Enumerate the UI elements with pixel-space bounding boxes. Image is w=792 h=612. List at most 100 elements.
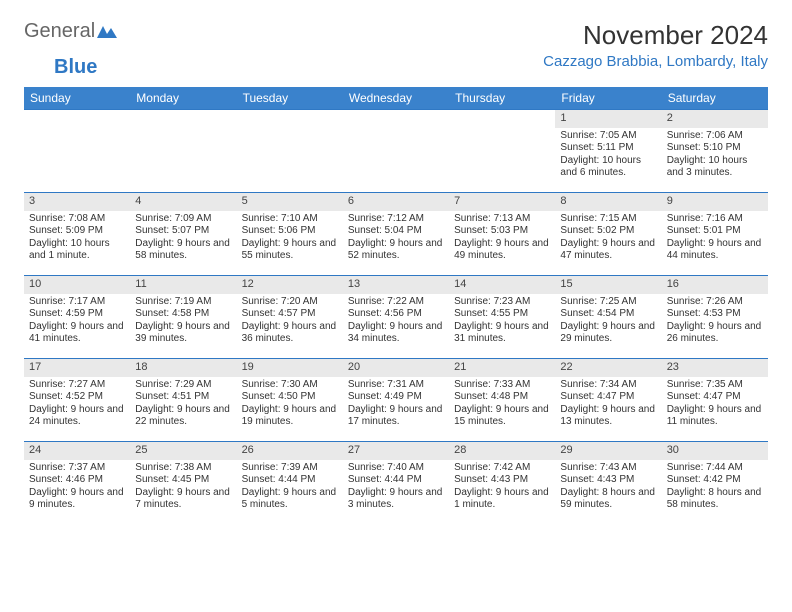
sunset-line: Sunset: 4:42 PM: [667, 474, 763, 487]
day-details: Sunrise: 7:33 AMSunset: 4:48 PMDaylight:…: [449, 377, 555, 433]
sunset-line: Sunset: 4:57 PM: [242, 308, 338, 321]
day-details: Sunrise: 7:17 AMSunset: 4:59 PMDaylight:…: [24, 294, 130, 350]
sunrise-line: Sunrise: 7:43 AM: [560, 462, 656, 475]
wave-icon: [97, 24, 117, 40]
sunrise-line: Sunrise: 7:22 AM: [348, 296, 444, 309]
day-details: Sunrise: 7:35 AMSunset: 4:47 PMDaylight:…: [662, 377, 768, 433]
calendar-week: 24Sunrise: 7:37 AMSunset: 4:46 PMDayligh…: [24, 442, 768, 525]
sunrise-line: Sunrise: 7:39 AM: [242, 462, 338, 475]
day-number: 14: [449, 276, 555, 294]
daylight-line: Daylight: 9 hours and 52 minutes.: [348, 238, 444, 263]
calendar-cell: 3Sunrise: 7:08 AMSunset: 5:09 PMDaylight…: [24, 193, 130, 276]
sunrise-line: Sunrise: 7:20 AM: [242, 296, 338, 309]
sunrise-line: Sunrise: 7:19 AM: [135, 296, 231, 309]
calendar-cell: 4Sunrise: 7:09 AMSunset: 5:07 PMDaylight…: [130, 193, 236, 276]
location-subtitle: Cazzago Brabbia, Lombardy, Italy: [543, 53, 768, 70]
sunrise-line: Sunrise: 7:09 AM: [135, 213, 231, 226]
sunset-line: Sunset: 4:44 PM: [348, 474, 444, 487]
calendar-cell: [130, 110, 236, 193]
day-details: Sunrise: 7:23 AMSunset: 4:55 PMDaylight:…: [449, 294, 555, 350]
daylight-line: Daylight: 9 hours and 47 minutes.: [560, 238, 656, 263]
calendar-cell: 7Sunrise: 7:13 AMSunset: 5:03 PMDaylight…: [449, 193, 555, 276]
calendar-cell: 8 Sunrise: 7:15 AMSunset: 5:02 PMDaylight…: [555, 193, 661, 276]
day-number: 2: [662, 110, 768, 128]
day-number: 28: [449, 442, 555, 460]
daylight-line: Daylight: 10 hours and 3 minutes.: [667, 155, 763, 180]
day-number: 12: [237, 276, 343, 294]
calendar-body: 1Sunrise: 7:05 AMSunset: 5:11 PMDaylight…: [24, 110, 768, 525]
day-details: Sunrise: 7:06 AMSunset: 5:10 PMDaylight:…: [662, 128, 768, 184]
sunset-line: Sunset: 4:43 PM: [454, 474, 550, 487]
day-number: 26: [237, 442, 343, 460]
sunset-line: Sunset: 5:03 PM: [454, 225, 550, 238]
calendar-cell: 25Sunrise: 7:38 AMSunset: 4:45 PMDayligh…: [130, 442, 236, 525]
header-monday: Monday: [130, 87, 236, 110]
day-number: 17: [24, 359, 130, 377]
sunrise-line: Sunrise: 7:17 AM: [29, 296, 125, 309]
daylight-line: Daylight: 8 hours and 59 minutes.: [560, 487, 656, 512]
sunset-line: Sunset: 4:50 PM: [242, 391, 338, 404]
sunset-line: Sunset: 4:55 PM: [454, 308, 550, 321]
sunrise-line: Sunrise: 7:42 AM: [454, 462, 550, 475]
calendar-cell: 14Sunrise: 7:23 AMSunset: 4:55 PMDayligh…: [449, 276, 555, 359]
daylight-line: Daylight: 9 hours and 34 minutes.: [348, 321, 444, 346]
calendar-table: Sunday Monday Tuesday Wednesday Thursday…: [24, 87, 768, 524]
day-details: Sunrise: 7:20 AMSunset: 4:57 PMDaylight:…: [237, 294, 343, 350]
sunrise-line: Sunrise: 7:06 AM: [667, 130, 763, 143]
day-number: 24: [24, 442, 130, 460]
day-number: 27: [343, 442, 449, 460]
day-number: 29: [555, 442, 661, 460]
sunset-line: Sunset: 4:56 PM: [348, 308, 444, 321]
day-number: 8: [555, 193, 661, 211]
calendar-cell: 22Sunrise: 7:34 AMSunset: 4:47 PMDayligh…: [555, 359, 661, 442]
day-details: Sunrise: 7:27 AMSunset: 4:52 PMDaylight:…: [24, 377, 130, 433]
sunrise-line: Sunrise: 7:31 AM: [348, 379, 444, 392]
day-number: 7: [449, 193, 555, 211]
sunset-line: Sunset: 4:45 PM: [135, 474, 231, 487]
calendar-cell: 13Sunrise: 7:22 AMSunset: 4:56 PMDayligh…: [343, 276, 449, 359]
sunset-line: Sunset: 4:44 PM: [242, 474, 338, 487]
day-number: 5: [237, 193, 343, 211]
daylight-line: Daylight: 9 hours and 49 minutes.: [454, 238, 550, 263]
header-friday: Friday: [555, 87, 661, 110]
day-number: 13: [343, 276, 449, 294]
day-details: Sunrise: 7:10 AMSunset: 5:06 PMDaylight:…: [237, 211, 343, 267]
sunrise-line: Sunrise: 7:08 AM: [29, 213, 125, 226]
sunset-line: Sunset: 5:11 PM: [560, 142, 656, 155]
calendar-cell: 5Sunrise: 7:10 AMSunset: 5:06 PMDaylight…: [237, 193, 343, 276]
daylight-line: Daylight: 10 hours and 1 minute.: [29, 238, 125, 263]
calendar-week: 1Sunrise: 7:05 AMSunset: 5:11 PMDaylight…: [24, 110, 768, 193]
day-number: 23: [662, 359, 768, 377]
title-block: November 2024 Cazzago Brabbia, Lombardy,…: [543, 20, 768, 70]
sunset-line: Sunset: 5:09 PM: [29, 225, 125, 238]
day-details: Sunrise: 7:13 AMSunset: 5:03 PMDaylight:…: [449, 211, 555, 267]
sunset-line: Sunset: 5:01 PM: [667, 225, 763, 238]
sunset-line: Sunset: 4:51 PM: [135, 391, 231, 404]
calendar-week: 10Sunrise: 7:17 AMSunset: 4:59 PMDayligh…: [24, 276, 768, 359]
sunrise-line: Sunrise: 7:35 AM: [667, 379, 763, 392]
sunset-line: Sunset: 5:02 PM: [560, 225, 656, 238]
sunset-line: Sunset: 4:47 PM: [667, 391, 763, 404]
day-number: 11: [130, 276, 236, 294]
calendar-cell: [24, 110, 130, 193]
sunrise-line: Sunrise: 7:44 AM: [667, 462, 763, 475]
calendar-week: 3Sunrise: 7:08 AMSunset: 5:09 PMDaylight…: [24, 193, 768, 276]
daylight-line: Daylight: 8 hours and 58 minutes.: [667, 487, 763, 512]
day-details: Sunrise: 7:22 AMSunset: 4:56 PMDaylight:…: [343, 294, 449, 350]
daylight-line: Daylight: 9 hours and 58 minutes.: [135, 238, 231, 263]
daylight-line: Daylight: 9 hours and 11 minutes.: [667, 404, 763, 429]
day-details: Sunrise: 7:34 AMSunset: 4:47 PMDaylight:…: [555, 377, 661, 433]
day-number: 22: [555, 359, 661, 377]
sunset-line: Sunset: 4:46 PM: [29, 474, 125, 487]
calendar-cell: 26Sunrise: 7:39 AMSunset: 4:44 PMDayligh…: [237, 442, 343, 525]
calendar-cell: 21Sunrise: 7:33 AMSunset: 4:48 PMDayligh…: [449, 359, 555, 442]
header-saturday: Saturday: [662, 87, 768, 110]
daylight-line: Daylight: 9 hours and 22 minutes.: [135, 404, 231, 429]
day-details: Sunrise: 7:44 AMSunset: 4:42 PMDaylight:…: [662, 460, 768, 516]
calendar-cell: 27Sunrise: 7:40 AMSunset: 4:44 PMDayligh…: [343, 442, 449, 525]
day-details: Sunrise: 7:05 AMSunset: 5:11 PMDaylight:…: [555, 128, 661, 184]
calendar-cell: 24Sunrise: 7:37 AMSunset: 4:46 PMDayligh…: [24, 442, 130, 525]
sunset-line: Sunset: 4:59 PM: [29, 308, 125, 321]
sunrise-line: Sunrise: 7:15 AM: [560, 213, 656, 226]
calendar-cell: 23Sunrise: 7:35 AMSunset: 4:47 PMDayligh…: [662, 359, 768, 442]
